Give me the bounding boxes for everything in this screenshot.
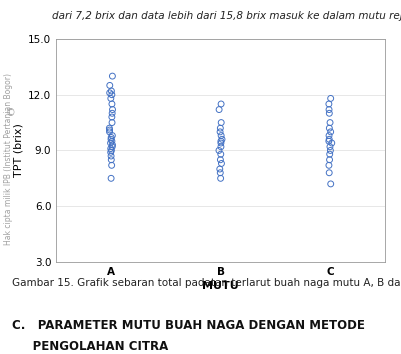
Point (218, 140, 224, 146)
Point (108, 135, 114, 140)
Y-axis label: TPT (brix): TPT (brix) (14, 124, 24, 177)
Point (326, 133, 332, 138)
Point (217, 166, 223, 172)
Point (217, 170, 223, 176)
Point (109, 114, 115, 120)
Text: Gambar 15. Grafik sebaran total padatan terlarut buah naga mutu A, B dan C: Gambar 15. Grafik sebaran total padatan … (12, 278, 401, 288)
Point (327, 120, 333, 125)
Point (107, 140, 114, 146)
Point (328, 181, 334, 187)
Point (326, 125, 332, 131)
Point (326, 101, 332, 107)
Point (109, 120, 115, 125)
Point (217, 129, 223, 135)
Point (108, 148, 115, 153)
Point (217, 176, 224, 181)
Point (109, 73, 115, 79)
Point (108, 176, 114, 181)
X-axis label: MUTU: MUTU (202, 281, 239, 291)
Point (327, 148, 334, 153)
Point (106, 129, 113, 135)
Point (326, 110, 332, 116)
Point (108, 88, 115, 94)
Point (328, 96, 334, 101)
Point (219, 137, 225, 142)
Point (108, 153, 114, 159)
Point (326, 107, 332, 113)
Point (218, 133, 224, 138)
Point (326, 157, 333, 162)
Point (107, 146, 114, 152)
Point (218, 161, 225, 166)
Point (327, 144, 333, 149)
Point (108, 162, 115, 168)
Point (109, 133, 115, 138)
Point (328, 129, 334, 135)
Point (109, 142, 115, 148)
Text: Hak cipta milik IPB (Institut Pertanian Bogor): Hak cipta milik IPB (Institut Pertanian … (4, 73, 13, 245)
Point (216, 148, 222, 153)
Point (328, 140, 335, 146)
Point (326, 162, 332, 168)
Point (108, 137, 114, 142)
Point (218, 101, 224, 107)
Point (109, 144, 115, 149)
Point (218, 138, 224, 144)
Point (217, 157, 224, 162)
Point (109, 101, 115, 107)
Point (109, 92, 115, 97)
Point (326, 137, 332, 142)
Point (218, 144, 224, 149)
Point (107, 149, 114, 155)
Point (218, 120, 225, 125)
Point (106, 127, 113, 133)
Point (326, 138, 332, 144)
Point (107, 96, 114, 101)
Point (109, 110, 115, 116)
Text: ©: © (6, 108, 16, 118)
Point (109, 107, 116, 113)
Point (326, 170, 332, 176)
Point (108, 157, 115, 162)
Point (107, 82, 113, 88)
Text: C.   PARAMETER MUTU BUAH NAGA DENGAN METODE: C. PARAMETER MUTU BUAH NAGA DENGAN METOD… (12, 319, 365, 332)
Point (326, 151, 333, 157)
Point (106, 125, 113, 131)
Text: PENGOLAHAN CITRA: PENGOLAHAN CITRA (12, 340, 168, 353)
Point (107, 90, 113, 96)
Point (109, 138, 115, 144)
Point (216, 107, 222, 113)
Point (218, 151, 224, 157)
Text: dari 7,2 brix dan data lebih dari 15,8 brix masuk ke dalam mutu rejected.: dari 7,2 brix dan data lebih dari 15,8 b… (52, 11, 401, 21)
Point (217, 125, 223, 131)
